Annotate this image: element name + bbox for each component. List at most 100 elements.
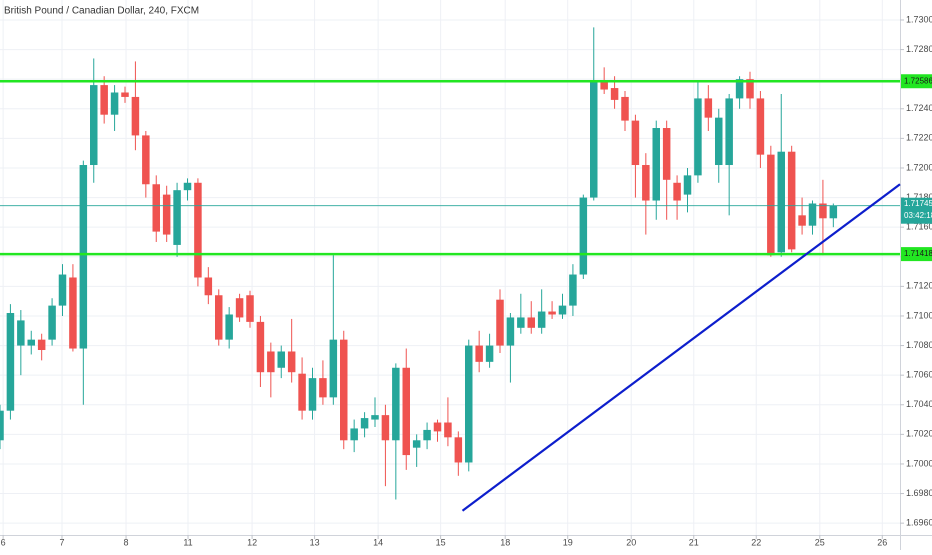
candle-body — [6, 313, 15, 411]
y-tick-label: 1.70400 — [906, 399, 932, 409]
candle-body — [465, 345, 473, 463]
x-tick-label: 19 — [563, 537, 573, 547]
candle-body — [110, 92, 119, 115]
candle-body — [673, 182, 681, 201]
candle-body — [58, 274, 67, 306]
candle-body — [412, 440, 421, 448]
candle-body — [350, 428, 358, 441]
candle-body — [652, 128, 660, 201]
candle-body — [381, 415, 390, 441]
x-tick-label: 11 — [183, 537, 192, 547]
candle-body — [298, 373, 306, 411]
candle-body — [777, 151, 785, 253]
candle-body — [829, 205, 838, 219]
candle-body — [808, 203, 817, 226]
candle-body — [558, 305, 567, 315]
candle-body — [683, 175, 692, 195]
candle-body — [548, 311, 556, 315]
candle-body — [173, 190, 181, 245]
candle-body — [694, 98, 702, 176]
x-tick-label: 13 — [310, 537, 320, 547]
candle-body — [433, 422, 442, 432]
candle-body — [308, 378, 317, 411]
candle-body — [579, 197, 588, 275]
candle-body — [475, 345, 483, 362]
candle-body — [329, 339, 338, 398]
candle-body — [152, 184, 160, 232]
candle-body — [371, 415, 379, 420]
candle-body — [735, 79, 744, 99]
candle-body — [319, 378, 327, 398]
candle-body — [235, 298, 244, 318]
candle-body — [90, 85, 98, 166]
candle-body — [537, 311, 546, 328]
candle-body — [225, 314, 233, 340]
candle-body — [215, 295, 223, 340]
countdown-label: 03:42:18 — [904, 211, 932, 220]
candle-body — [746, 79, 754, 99]
x-tick-label: 18 — [500, 537, 510, 547]
y-tick-label: 1.69800 — [906, 488, 932, 498]
candle-body — [798, 215, 806, 226]
candle-body — [27, 339, 35, 346]
candle-body — [142, 135, 150, 185]
level-tag — [901, 247, 932, 262]
candle-body — [642, 165, 650, 201]
candle-body — [392, 367, 400, 441]
candle-body — [454, 437, 463, 463]
x-tick-label: 7 — [59, 537, 64, 547]
y-tick-label: 1.70000 — [906, 458, 932, 468]
x-tick-label: 20 — [626, 537, 636, 547]
candle-body — [256, 321, 265, 373]
level-tag — [901, 74, 932, 89]
candle-body — [662, 128, 671, 180]
candle-body — [756, 98, 765, 155]
x-tick-label: 15 — [436, 537, 446, 547]
candle-body — [69, 277, 77, 349]
y-tick-label: 1.72400 — [906, 103, 932, 113]
candle-body — [194, 182, 202, 278]
candle-body — [590, 80, 598, 198]
candle-body — [340, 339, 348, 441]
level-label: 1.71418 — [904, 249, 932, 258]
x-tick-label: 21 — [689, 537, 699, 547]
candle-body — [162, 194, 171, 235]
y-tick-label: 1.70800 — [906, 340, 932, 350]
candle-body — [48, 305, 56, 340]
y-tick-label: 1.71600 — [906, 222, 932, 232]
candle-body — [787, 151, 796, 250]
candle-body — [496, 299, 504, 346]
last-price-tag — [901, 197, 932, 224]
candle-body — [79, 165, 88, 349]
x-tick-label: 22 — [751, 537, 761, 547]
y-tick-label: 1.70600 — [906, 370, 932, 380]
trendline — [461, 183, 901, 512]
candle-body — [246, 295, 254, 322]
candle-body — [17, 320, 25, 346]
candle-body — [121, 92, 129, 97]
candle-body — [506, 317, 515, 346]
candle-body — [527, 317, 535, 328]
x-tick-label: 25 — [815, 537, 825, 547]
level-label: 1.72586 — [904, 76, 932, 85]
candle-body — [360, 418, 369, 429]
y-tick-label: 1.71800 — [906, 192, 932, 202]
x-tick-label: 6 — [1, 537, 6, 547]
candle-body — [402, 367, 410, 456]
candle-body — [517, 317, 525, 328]
candle-body — [37, 339, 46, 351]
x-tick-label: 8 — [124, 537, 129, 547]
candle-body — [819, 203, 827, 219]
chart-title: British Pound / Canadian Dollar, 240, FX… — [4, 6, 199, 17]
y-tick-label: 1.69600 — [906, 518, 932, 528]
candle-body — [277, 351, 285, 368]
candle-body — [0, 410, 4, 441]
candle-body — [725, 98, 733, 166]
x-tick-label: 12 — [247, 537, 257, 547]
candle-body — [131, 96, 140, 136]
candle-body — [621, 96, 629, 121]
y-tick-label: 1.71200 — [906, 281, 932, 291]
